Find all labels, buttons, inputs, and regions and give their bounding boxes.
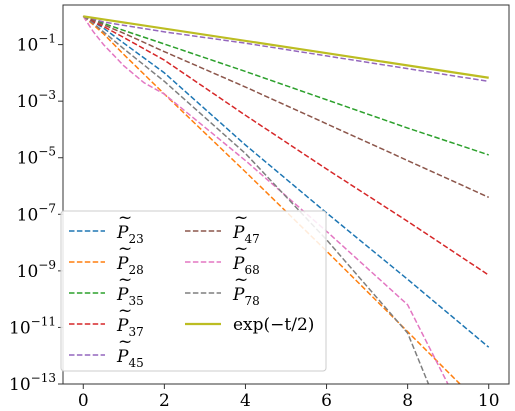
legend-tilde-0: ~ (118, 208, 132, 228)
y-tick-label-4: 10−9 (17, 258, 56, 282)
legend-label-5: P47 (232, 223, 260, 246)
legend-tilde-4: ~ (118, 332, 132, 352)
legend-label-6: P68 (232, 254, 260, 277)
y-tick-label-6: 10−13 (9, 371, 56, 395)
legend-tilde-3: ~ (118, 301, 132, 321)
x-tick-label-3: 6 (321, 391, 332, 411)
legend-tilde-7: ~ (234, 270, 248, 290)
y-tick-label-0: 10−1 (17, 32, 56, 56)
legend-label-8: exp(−t/2) (233, 315, 314, 335)
legend-tilde-6: ~ (234, 239, 248, 259)
legend-label-1: P28 (116, 254, 144, 277)
x-tick-label-4: 8 (402, 391, 413, 411)
series-line-8 (83, 15, 489, 79)
y-tick-label-1: 10−3 (17, 88, 56, 112)
series-line-7 (82, 15, 430, 384)
y-tick-label-2: 10−5 (17, 145, 56, 169)
x-tick-label-1: 2 (159, 391, 170, 411)
x-tick-label-5: 10 (478, 391, 500, 411)
legend-box (60, 210, 327, 372)
axes: 0 2 4 6 8 10 10−1 10−3 10−5 10−7 10−9 10−11 10−13 (9, 4, 510, 411)
series-line-0 (82, 15, 490, 348)
series-line-3 (82, 15, 490, 276)
legend: ~P23~P28~P35~P37~P45~P47~P68~P78exp(−t/2… (60, 208, 327, 372)
series-line-5 (82, 15, 490, 199)
legend-label-4: P45 (116, 347, 144, 370)
legend-tilde-1: ~ (118, 239, 132, 259)
x-tick-label-0: 0 (78, 391, 89, 411)
series-line-6 (82, 15, 449, 384)
series-line-4 (83, 15, 489, 83)
legend-tilde-2: ~ (118, 270, 132, 290)
series-lines (82, 15, 490, 384)
plot-frame (62, 4, 510, 385)
legend-label-3: P37 (116, 316, 144, 339)
legend-tilde-5: ~ (234, 208, 248, 228)
legend-label-0: P23 (116, 223, 144, 246)
y-tick-label-3: 10−7 (17, 201, 56, 225)
y-tick-label-5: 10−11 (9, 314, 56, 338)
legend-label-7: P78 (232, 285, 260, 308)
x-tick-label-2: 4 (240, 391, 251, 411)
legend-label-2: P35 (116, 285, 144, 308)
